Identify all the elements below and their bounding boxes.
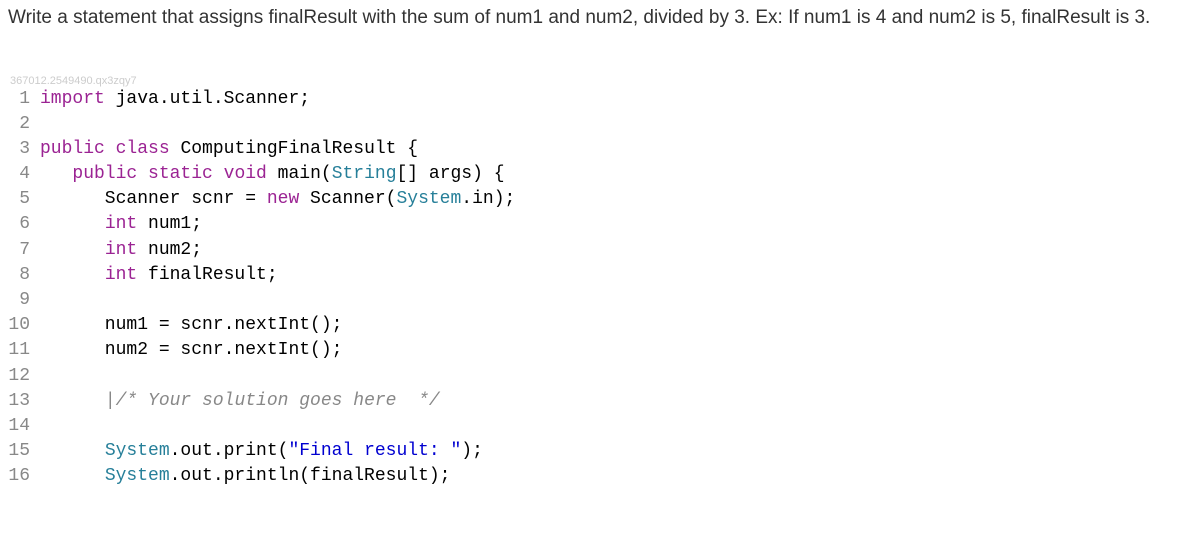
code-token: void (224, 164, 267, 184)
line-number: 4 (8, 162, 40, 187)
code-content[interactable] (40, 112, 51, 137)
code-token: int (105, 214, 137, 234)
code-token: System (396, 189, 461, 209)
code-token: main( (267, 164, 332, 184)
code-token: in (472, 189, 494, 209)
code-line[interactable]: 16 System.out.println(finalResult); (8, 464, 1192, 489)
problem-statement: Write a statement that assigns finalResu… (8, 4, 1192, 33)
code-token: new (267, 189, 299, 209)
code-line[interactable]: 9 (8, 288, 1192, 313)
code-token: "Final result: " (288, 441, 461, 461)
line-number: 7 (8, 238, 40, 263)
code-token: java.util.Scanner; (105, 89, 310, 109)
line-number: 5 (8, 187, 40, 212)
code-token (40, 265, 105, 285)
code-content[interactable]: int num2; (40, 238, 202, 263)
code-line[interactable]: 2 (8, 112, 1192, 137)
code-line[interactable]: 13 |/* Your solution goes here */ (8, 389, 1192, 414)
code-token (213, 164, 224, 184)
code-token: /* Your solution goes here */ (116, 391, 440, 411)
line-number: 12 (8, 364, 40, 389)
code-content[interactable]: import java.util.Scanner; (40, 87, 310, 112)
code-line[interactable]: 8 int finalResult; (8, 263, 1192, 288)
code-token: ); (494, 189, 516, 209)
code-token (40, 164, 72, 184)
code-token: import (40, 89, 105, 109)
code-token: ComputingFinalResult (180, 139, 396, 159)
line-number: 13 (8, 389, 40, 414)
code-token: num1 = scnr.nextInt(); (40, 315, 342, 335)
code-line[interactable]: 1import java.util.Scanner; (8, 87, 1192, 112)
code-line[interactable]: 6 int num1; (8, 212, 1192, 237)
code-token: { (397, 139, 419, 159)
code-token: . (461, 189, 472, 209)
code-token: static (148, 164, 213, 184)
code-token (137, 164, 148, 184)
code-token: [] args) { (397, 164, 505, 184)
code-content[interactable]: System.out.print("Final result: "); (40, 439, 483, 464)
line-number: 3 (8, 137, 40, 162)
line-number: 2 (8, 112, 40, 137)
code-content[interactable] (40, 364, 51, 389)
code-line[interactable]: 3public class ComputingFinalResult { (8, 137, 1192, 162)
code-token: Scanner scnr = (40, 189, 267, 209)
code-editor[interactable]: 1import java.util.Scanner;2 3public clas… (8, 87, 1192, 490)
code-line[interactable]: 15 System.out.print("Final result: "); (8, 439, 1192, 464)
code-token: | (105, 391, 116, 411)
code-token: String (332, 164, 397, 184)
code-token: num1; (137, 214, 202, 234)
code-content[interactable]: |/* Your solution goes here */ (40, 389, 440, 414)
code-content[interactable]: num1 = scnr.nextInt(); (40, 313, 342, 338)
code-token: finalResult; (137, 265, 277, 285)
line-number: 8 (8, 263, 40, 288)
code-line[interactable]: 7 int num2; (8, 238, 1192, 263)
code-token: .out.print( (170, 441, 289, 461)
line-number: 16 (8, 464, 40, 489)
code-token: num2 = scnr.nextInt(); (40, 340, 342, 360)
code-token (40, 441, 105, 461)
code-content[interactable] (40, 414, 51, 439)
code-content[interactable]: Scanner scnr = new Scanner(System.in); (40, 187, 515, 212)
code-token (40, 391, 105, 411)
code-token (105, 139, 116, 159)
code-content[interactable]: num2 = scnr.nextInt(); (40, 338, 342, 363)
line-number: 11 (8, 338, 40, 363)
code-token: public (40, 139, 105, 159)
code-token: Scanner( (299, 189, 396, 209)
code-token: int (105, 240, 137, 260)
line-number: 14 (8, 414, 40, 439)
code-line[interactable]: 5 Scanner scnr = new Scanner(System.in); (8, 187, 1192, 212)
line-number: 9 (8, 288, 40, 313)
line-number: 10 (8, 313, 40, 338)
code-token: num2; (137, 240, 202, 260)
line-number: 6 (8, 212, 40, 237)
code-token: ); (461, 441, 483, 461)
code-token: class (116, 139, 170, 159)
code-line[interactable]: 4 public static void main(String[] args)… (8, 162, 1192, 187)
code-line[interactable]: 14 (8, 414, 1192, 439)
code-content[interactable]: int finalResult; (40, 263, 278, 288)
code-token: .out.println(finalResult); (170, 466, 451, 486)
code-content[interactable]: public class ComputingFinalResult { (40, 137, 418, 162)
code-token: int (105, 265, 137, 285)
code-content[interactable]: public static void main(String[] args) { (40, 162, 505, 187)
code-token (170, 139, 181, 159)
code-line[interactable]: 10 num1 = scnr.nextInt(); (8, 313, 1192, 338)
line-number: 1 (8, 87, 40, 112)
code-token: System (105, 466, 170, 486)
code-content[interactable] (40, 288, 51, 313)
watermark-id: 367012.2549490.qx3zqy7 (8, 75, 1192, 87)
code-token: public (72, 164, 137, 184)
code-token (40, 240, 105, 260)
code-content[interactable]: int num1; (40, 212, 202, 237)
line-number: 15 (8, 439, 40, 464)
code-line[interactable]: 12 (8, 364, 1192, 389)
code-token (40, 466, 105, 486)
code-token: System (105, 441, 170, 461)
code-content[interactable]: System.out.println(finalResult); (40, 464, 450, 489)
code-line[interactable]: 11 num2 = scnr.nextInt(); (8, 338, 1192, 363)
code-token (40, 214, 105, 234)
